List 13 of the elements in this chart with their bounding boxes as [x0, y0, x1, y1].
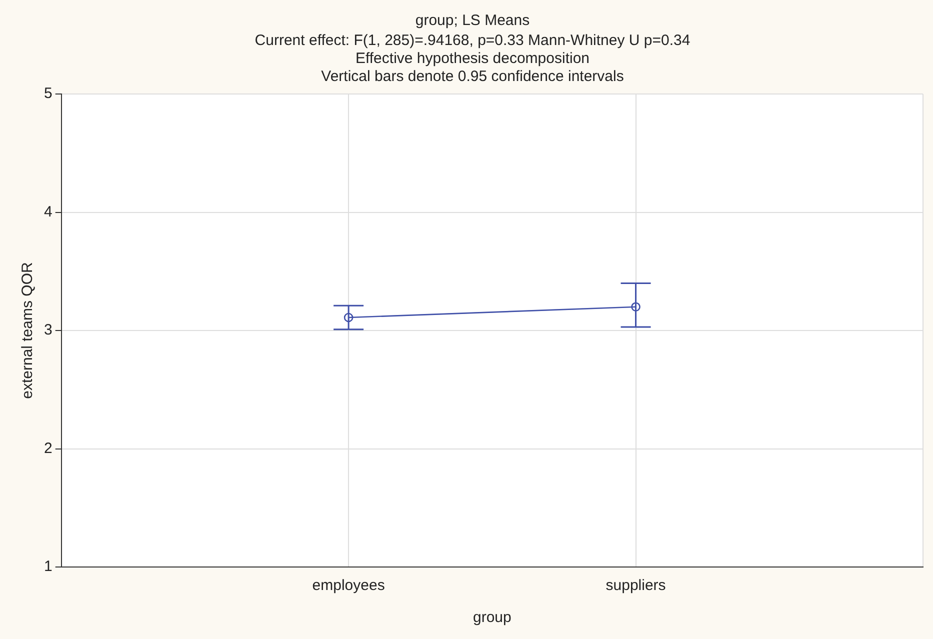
y-tick-label: 1: [44, 558, 52, 576]
x-axis-title: group: [472, 609, 512, 626]
text: Effective hypothesis decomposition: [355, 50, 590, 68]
x-tick-label: employees: [312, 577, 385, 594]
y-tick-label: 3: [44, 322, 52, 339]
y-tick-label: 4: [44, 203, 52, 220]
y-tick-label: 2: [44, 440, 52, 457]
y-axis-title: external teams QOR: [19, 262, 36, 399]
text: Current effect: F(1, 285)=.94168, p=0.33 Mann-Whitney U p=0.34: [254, 32, 690, 50]
x-tick-label: suppliers: [606, 577, 666, 594]
text: Vertical bars denote 0.95 confidence intervals: [321, 68, 624, 86]
y-tick-label: 5: [44, 85, 52, 102]
chart-title: group; LS Means: [415, 12, 530, 30]
